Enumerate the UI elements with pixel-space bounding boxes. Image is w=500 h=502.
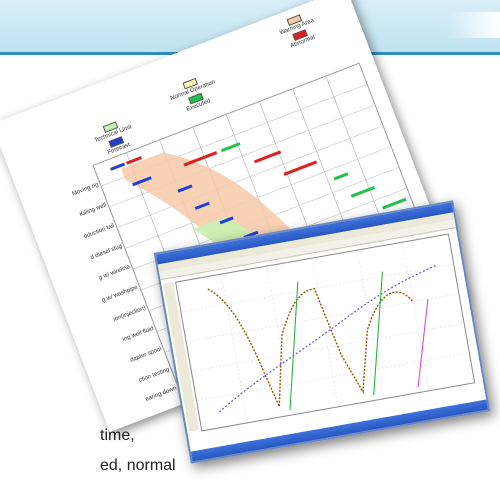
bar-mark [284,162,317,175]
window-grid-line [267,267,293,415]
window-grid-line [312,259,338,407]
bar-mark [255,152,281,162]
bar-mark [334,174,348,179]
window-curves [198,249,457,422]
bar-mark [351,187,374,196]
caption-line-2: ed, normal [100,457,176,475]
caption-line-1: time, [100,427,135,445]
window-grid-line [357,251,383,399]
banner-decoration [446,12,500,38]
bar-mark [184,153,217,166]
window-grid-line [403,243,429,391]
window-curve-green [268,281,319,409]
window-curve-magenta [403,299,442,387]
window-curve-brown [208,254,427,415]
window-grid-line [181,264,453,312]
window-grid-line [187,294,459,342]
window-curve-green [353,272,403,395]
window-curve-blue [201,265,456,412]
bar-mark [221,144,240,151]
bar-mark [383,199,406,208]
window-grid-line [222,275,248,423]
